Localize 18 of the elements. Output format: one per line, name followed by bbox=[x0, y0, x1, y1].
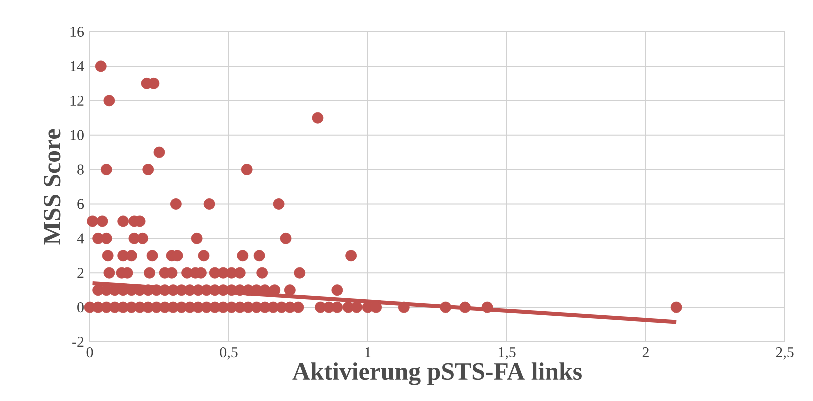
x-tick-label: 0 bbox=[86, 348, 94, 358]
x-tick-label: 1,5 bbox=[498, 348, 516, 360]
y-tick-label: -2 bbox=[72, 337, 84, 347]
y-tick-label: 16 bbox=[70, 26, 84, 38]
y-tick-label: 8 bbox=[78, 164, 84, 175]
y-tick-label: 14 bbox=[70, 62, 84, 72]
y-tick-label: 4 bbox=[77, 234, 84, 244]
y-tick-label: 12 bbox=[70, 96, 84, 106]
x-tick-label: 2 bbox=[642, 348, 649, 358]
x-tick-label: 0,5 bbox=[220, 348, 238, 360]
y-axis-title: MSS Score bbox=[44, 129, 61, 245]
x-tick-label: 2,5 bbox=[776, 348, 794, 360]
y-tick-label: 2 bbox=[78, 268, 84, 278]
y-tick-label: 6 bbox=[78, 199, 84, 210]
x-tick-label: 1 bbox=[366, 348, 371, 358]
y-tick-label: 0 bbox=[78, 302, 84, 313]
y-tick-label: 10 bbox=[70, 130, 84, 140]
x-axis-title: Aktivierung pSTS-FA links bbox=[292, 362, 582, 386]
